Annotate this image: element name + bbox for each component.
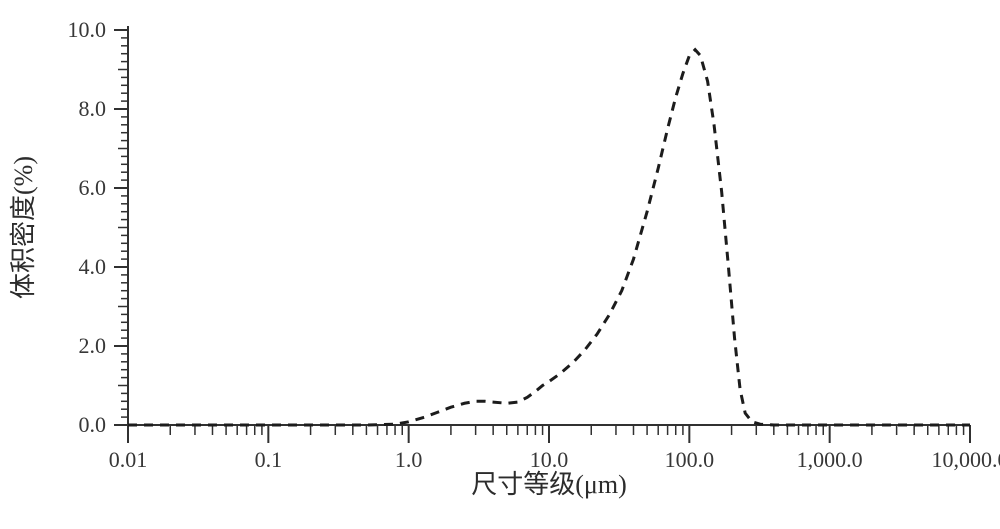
x-tick-label: 100.0 [665,447,715,472]
x-tick-label: 0.01 [109,447,148,472]
y-tick-label: 8.0 [79,96,107,121]
chart-svg: 0.01 0.1 1.0 10.0 100.0 1,000.0 10,000.0 尺寸等级(μ… [0,0,1000,529]
y-axis-title: 体积密度(%) [9,156,38,299]
x-tick-label: 1,000.0 [797,447,863,472]
x-tick-label: 10.0 [530,447,569,472]
x-tick-label: 0.1 [255,447,283,472]
x-axis-title: 尺寸等级(μm) [471,470,626,499]
y-tick-label: 6.0 [79,175,107,200]
x-tick-label: 1.0 [395,447,423,472]
x-tick-label: 10,000.0 [932,447,1000,472]
density-curve [128,50,970,425]
y-tick-label: 10.0 [68,17,107,42]
y-tick-label: 4.0 [79,254,107,279]
y-tick-label: 0.0 [79,412,107,437]
y-tick-label: 2.0 [79,333,107,358]
particle-size-chart: 0.01 0.1 1.0 10.0 100.0 1,000.0 10,000.0 尺寸等级(μ… [0,0,1000,529]
